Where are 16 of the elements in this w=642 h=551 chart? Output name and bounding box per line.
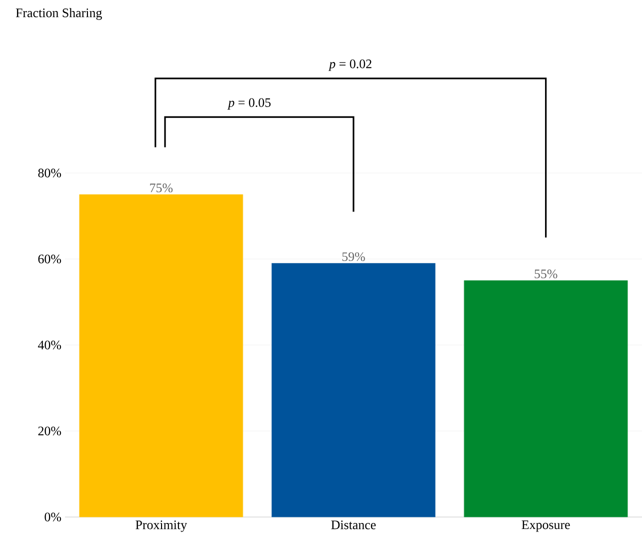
x-tick-label: Distance [331,520,376,530]
data-label: 55% [534,270,558,278]
bar [464,280,628,518]
y-tick-label: 80% [38,168,62,178]
y-tick-label: 20% [38,426,62,436]
y-tick-label: 0% [44,512,62,522]
x-tick-label: Exposure [522,520,570,532]
bar [272,263,436,518]
text: p = 0.02 [328,60,372,71]
y-tick-label: 40% [38,340,62,350]
data-label: 59% [342,252,365,262]
chart-title: Fraction Sharing [16,8,102,20]
text: p = 0.05 [227,98,271,110]
x-tick-label: Proximity [136,520,188,532]
data-label: 75% [150,184,173,192]
y-tick-label: 60% [38,254,62,264]
